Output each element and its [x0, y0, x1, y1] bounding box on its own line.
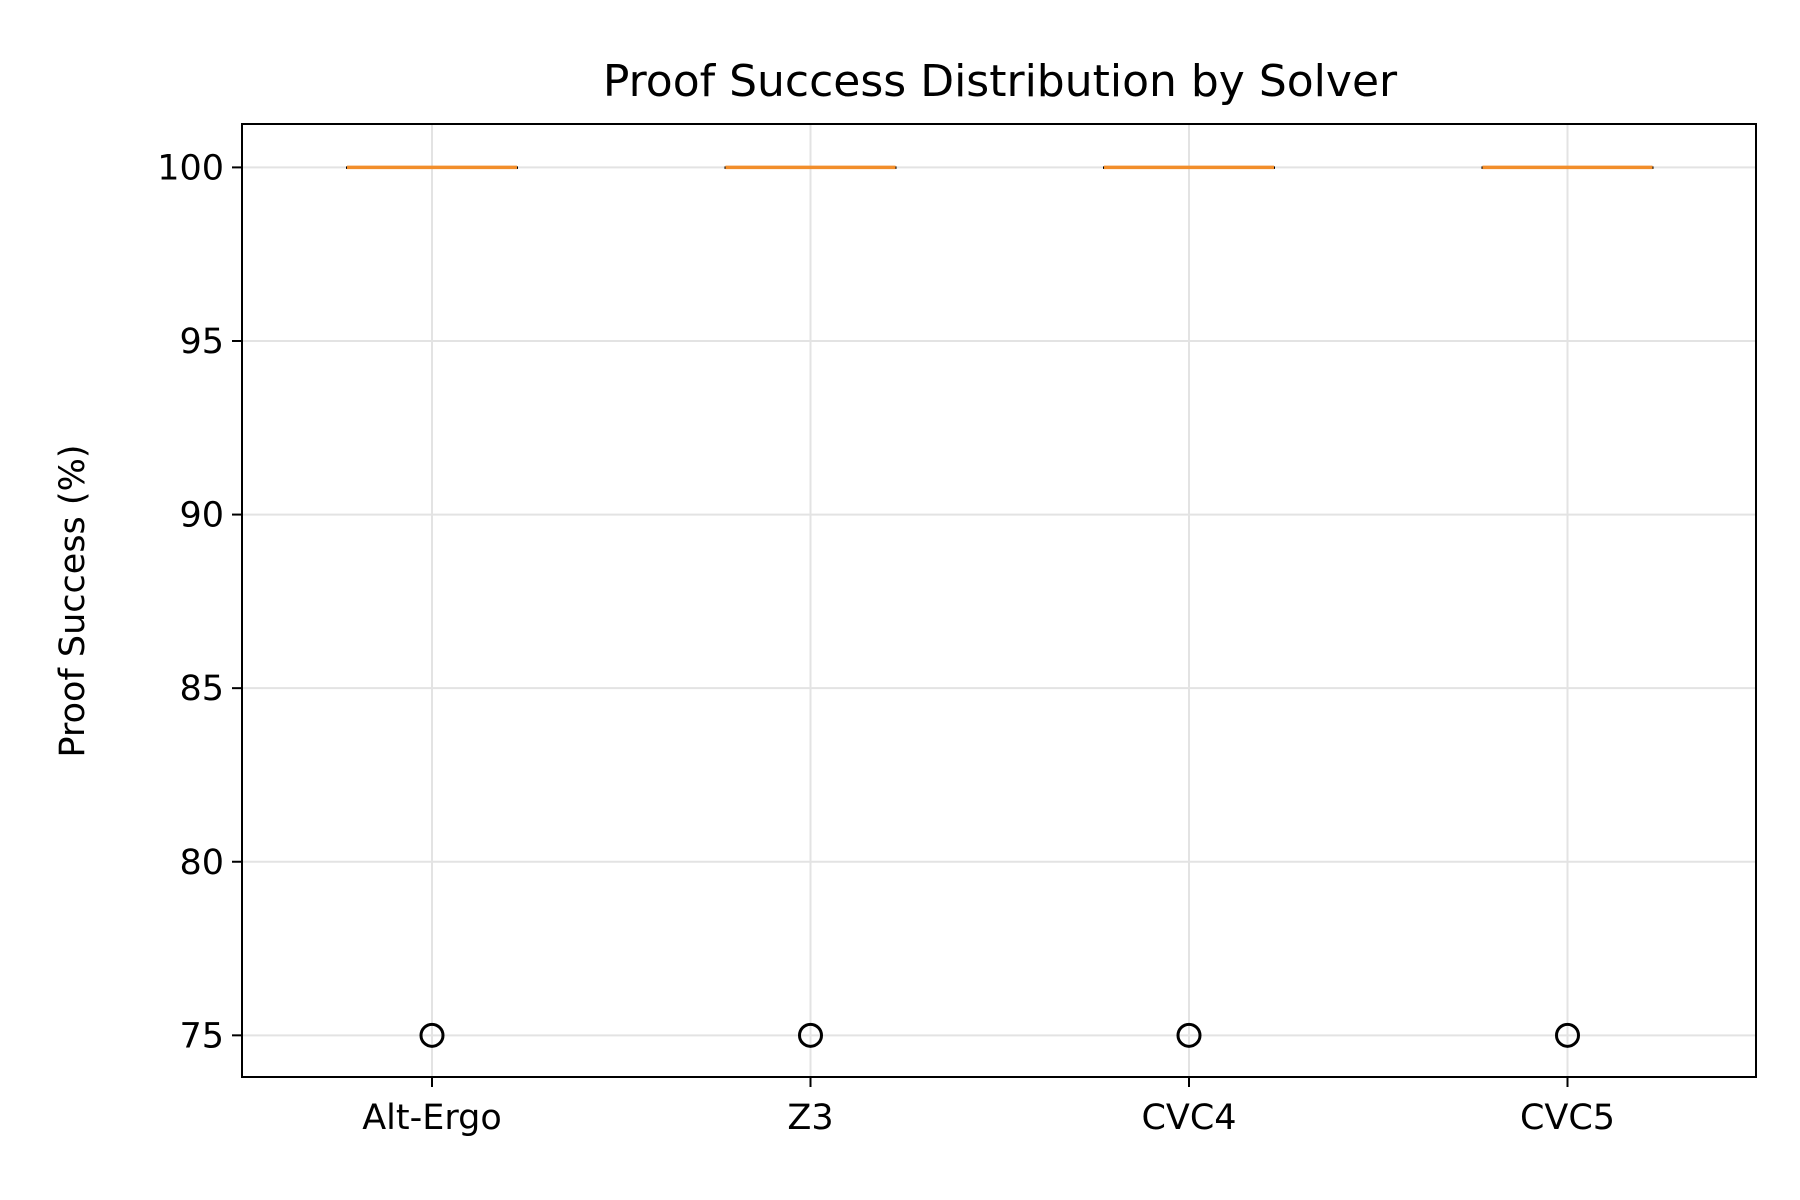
y-tick-label: 100 — [157, 148, 224, 188]
outlier-point — [419, 1022, 445, 1048]
outlier-point — [798, 1022, 823, 1048]
plot-frame — [241, 123, 1757, 1078]
outlier-point — [1555, 1022, 1580, 1048]
x-tick-label: CVC4 — [1141, 1098, 1236, 1138]
box-series — [346, 165, 1654, 170]
x-tick-label: Alt-Ergo — [362, 1098, 502, 1138]
axis-ticks: 75 80 85 90 95 100 Alt-Ergo Z3 CVC4 CVC5 — [157, 148, 1615, 1138]
x-tick-label: CVC5 — [1520, 1098, 1615, 1138]
y-tick-label: 90 — [179, 496, 224, 536]
x-tick-label: Z3 — [787, 1098, 833, 1138]
chart-title: Proof Success Distribution by Solver — [603, 56, 1398, 107]
y-tick-label: 75 — [179, 1016, 224, 1056]
outlier-points — [419, 1022, 1580, 1048]
grid-lines — [242, 124, 1756, 1077]
outlier-point — [1176, 1022, 1202, 1048]
y-tick-label: 80 — [179, 843, 224, 883]
y-tick-label: 85 — [179, 669, 224, 709]
y-tick-label: 95 — [179, 322, 224, 362]
y-axis-label: Proof Success (%) — [53, 445, 93, 758]
